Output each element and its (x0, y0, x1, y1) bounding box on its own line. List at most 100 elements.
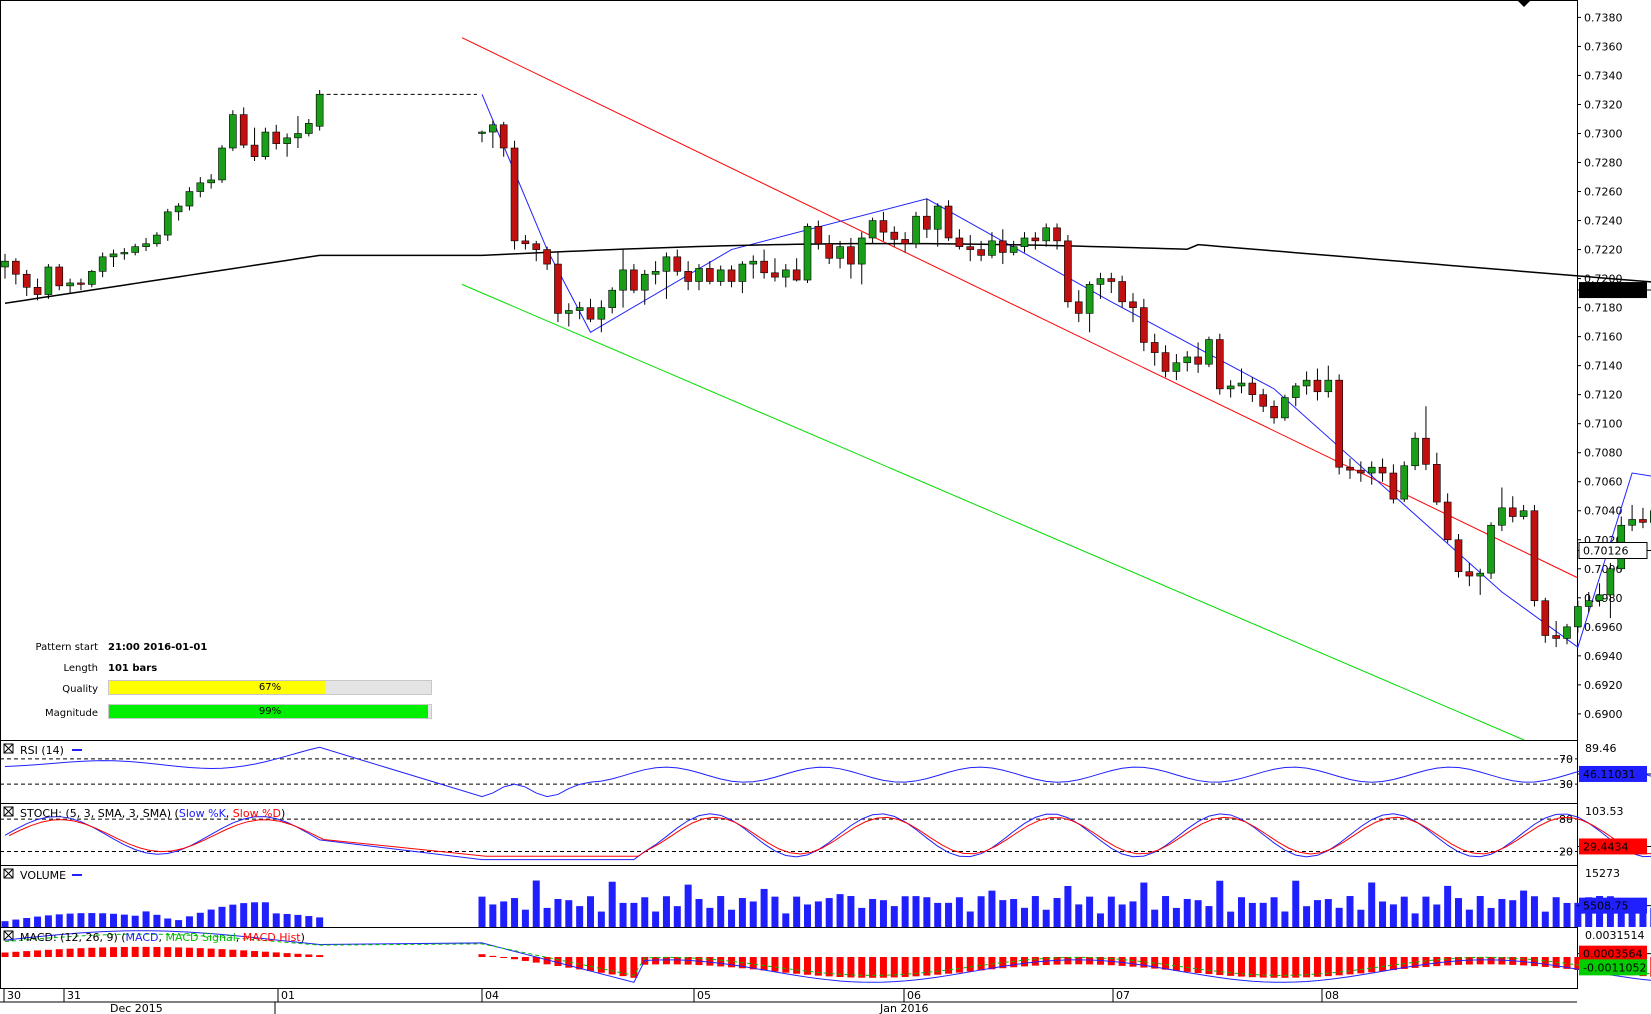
candle-body (597, 307, 606, 320)
volume-bar (196, 912, 204, 927)
macd-toggle-x2 (3, 930, 14, 941)
candle-body (283, 137, 291, 144)
macd-hist-bar (1389, 957, 1397, 971)
stoch-d-line (8, 816, 1651, 857)
macd-hist-bar (1400, 957, 1408, 969)
macd-hist-bar (44, 949, 52, 957)
macd-hist-bar (890, 957, 898, 978)
rsi-title: RSI (14) (20, 744, 64, 757)
macd-hist-bar (489, 955, 497, 957)
macd-hist-bar (1487, 957, 1495, 965)
macd-signal-value-box (1579, 959, 1647, 976)
macd-hist-bar (1357, 957, 1365, 974)
candle-body (1519, 510, 1528, 517)
macd-hist-bar (1205, 957, 1213, 975)
candle-body (1584, 600, 1593, 607)
chart-menu-arrow-icon (1517, 0, 1531, 7)
candle-body (1042, 227, 1050, 242)
macd-hist-bar (1194, 957, 1202, 974)
candle-body (1259, 394, 1267, 407)
candle-body (608, 289, 617, 308)
macd-hist-bar (131, 946, 139, 957)
volume-bar (1075, 904, 1083, 927)
candle-body (749, 260, 758, 265)
price-tick-label: 0.6960 (1584, 621, 1623, 634)
pattern-magnitude-label: Magnitude (45, 708, 98, 719)
price-tick-label: 0.7260 (1584, 186, 1623, 199)
macd-hist-bar (1563, 957, 1571, 969)
candle-body (1107, 278, 1116, 282)
macd-line (4, 930, 1651, 983)
macd-hist-bar (1, 952, 9, 957)
candle-body (1400, 465, 1409, 500)
candle-body (532, 243, 541, 250)
macd-hist-bar (662, 957, 670, 965)
volume-bar (847, 896, 855, 927)
candle-body (1074, 301, 1083, 314)
price-tick-label: 0.6940 (1584, 650, 1623, 663)
volume-bar (164, 918, 172, 927)
volume-bar (1552, 897, 1560, 927)
volume-bar (1444, 885, 1452, 927)
price-last-label: 0.70126 (1583, 545, 1629, 558)
volume-bar (869, 898, 877, 927)
volume-bar (1053, 898, 1061, 927)
candle-body (836, 246, 844, 259)
macd-hist-bar (858, 957, 866, 978)
volume-value-label: 5508.75 (1583, 900, 1629, 913)
candle-body (88, 271, 96, 285)
macd-hist-bar (706, 957, 714, 966)
macd-hist-bar (153, 946, 161, 957)
volume-bar (1031, 896, 1039, 927)
volume-bar (1335, 907, 1343, 927)
volume-bar (728, 909, 736, 927)
candle-body (868, 220, 877, 239)
candle-body (814, 226, 823, 245)
macd-hist-bar (1031, 957, 1039, 966)
candle-body (977, 249, 985, 256)
volume-bar (652, 911, 660, 927)
candle-body (1009, 246, 1018, 253)
candle-body (1639, 519, 1647, 523)
candle-body (1530, 510, 1539, 602)
macd-value-label: 0.0003564 (1583, 948, 1643, 961)
candle-body (1085, 284, 1094, 314)
candle-body (673, 256, 682, 272)
macd-hist-bar (1476, 957, 1484, 965)
candle-body (1606, 568, 1615, 596)
macd-hist-bar (977, 957, 985, 971)
candle-body (1335, 379, 1343, 468)
volume-bar (760, 888, 768, 927)
candle-body (727, 269, 736, 282)
macd-hist-bar (1498, 957, 1506, 965)
candle-body (944, 205, 953, 239)
month-label: Jan 2016 (879, 1002, 928, 1014)
macd-hist-bar (1248, 957, 1256, 978)
candle-body (554, 263, 562, 314)
volume-bar (1129, 901, 1137, 927)
volume-bar (521, 909, 529, 927)
candle-body (1118, 281, 1126, 303)
volume-bar (23, 918, 31, 927)
candle-body (847, 246, 855, 265)
rsi-line (4, 746, 1651, 798)
macd-hist-bar (901, 957, 909, 977)
rsi-panel-frame (0, 740, 1578, 804)
candle-body (1172, 362, 1181, 372)
rsi-level-label: 30 (1559, 778, 1573, 791)
volume-bar (261, 902, 269, 927)
macd-value-box (1579, 945, 1647, 962)
candle-body (662, 256, 671, 272)
volume-bar (1368, 882, 1376, 927)
lower-trendline (461, 283, 1525, 741)
macd-hist-bar (1021, 957, 1028, 967)
candle-body (1302, 379, 1311, 387)
candle-body (131, 246, 139, 253)
volume-bar (110, 913, 117, 927)
volume-bar (706, 907, 714, 927)
volume-bar (1541, 911, 1549, 927)
macd-hist-bar (1324, 957, 1332, 977)
candle-body (1574, 606, 1582, 628)
macd-hist-bar (597, 957, 605, 973)
candle-body (66, 282, 74, 287)
